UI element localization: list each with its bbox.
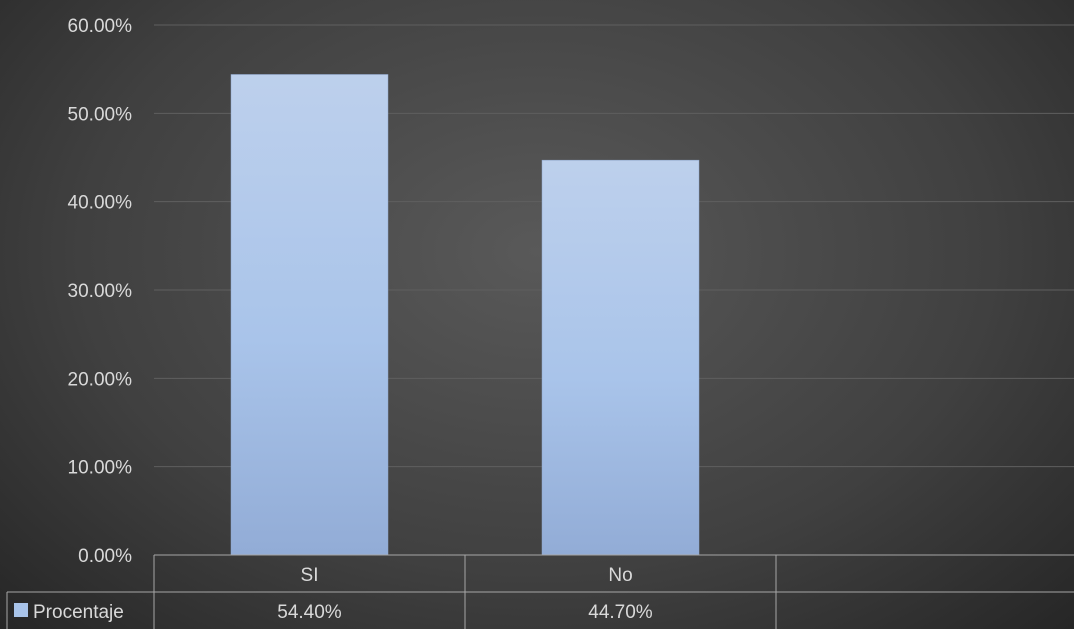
data-table-value: 54.40% xyxy=(277,602,342,623)
y-tick-label: 10.00% xyxy=(68,458,133,479)
y-tick-label: 40.00% xyxy=(68,193,133,214)
x-category-label: SI xyxy=(301,565,319,586)
y-tick-label: 0.00% xyxy=(78,546,132,567)
bar-si xyxy=(230,74,389,556)
legend-series-name: Procentaje xyxy=(33,602,124,623)
y-tick-label: 50.00% xyxy=(68,104,133,125)
y-tick-label: 30.00% xyxy=(68,281,133,302)
y-tick-label: 20.00% xyxy=(68,369,133,390)
y-tick-label: 60.00% xyxy=(68,16,133,37)
data-table-value: 44.70% xyxy=(588,602,653,623)
legend-swatch xyxy=(14,603,28,617)
bar-no xyxy=(541,159,700,556)
x-category-label: No xyxy=(608,565,632,586)
